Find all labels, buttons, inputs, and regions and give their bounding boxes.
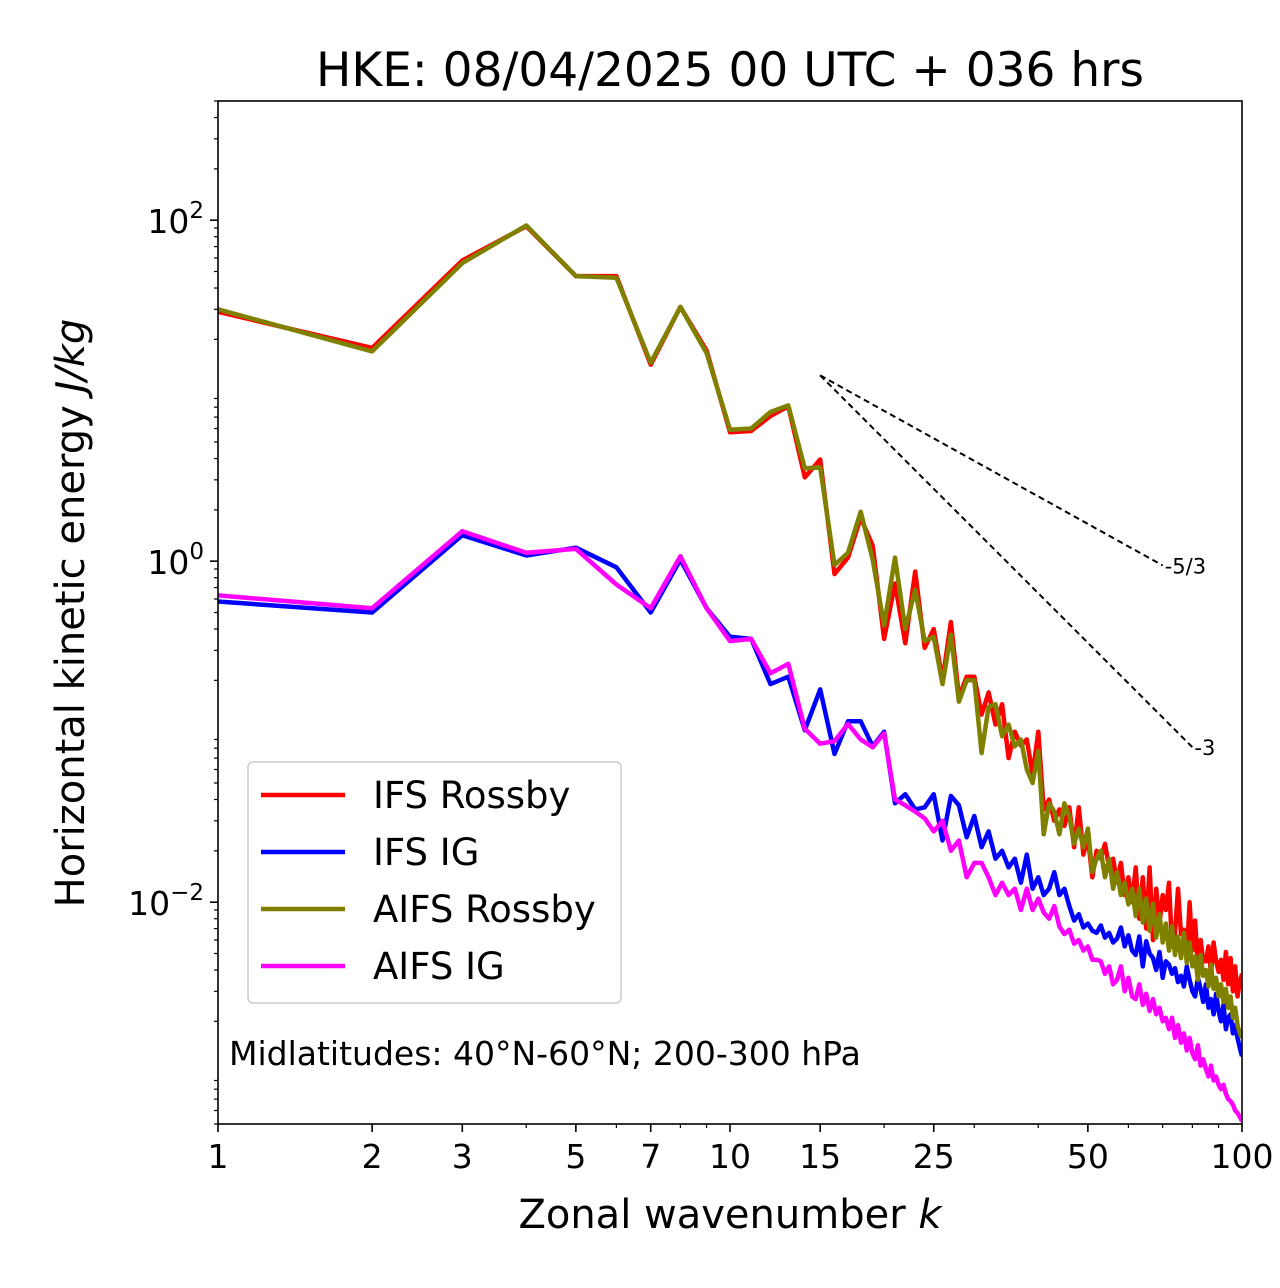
x-tick-label: 10: [709, 1137, 751, 1176]
x-tick-label: 100: [1211, 1137, 1274, 1176]
reference-slope-lines: [819, 374, 1194, 748]
series-line-ifs-ig: [218, 532, 1242, 1057]
reference-line-2: [819, 374, 1194, 748]
reference-label-2: -3: [1194, 736, 1215, 760]
legend: IFS Rossby IFS IG AIFS Rossby AIFS IG: [247, 761, 622, 1004]
x-axis-ticks: 1 2 3 5 7 10 15 25 50 100: [208, 1124, 1274, 1176]
x-tick-label: 25: [913, 1137, 955, 1176]
region-annotation: Midlatitudes: 40°N-60°N; 200-300 hPa: [229, 1034, 861, 1073]
legend-label: AIFS IG: [373, 945, 505, 988]
x-tick-label: 5: [565, 1137, 586, 1176]
legend-box: [247, 761, 622, 1004]
legend-label: IFS IG: [373, 831, 479, 874]
reference-slope-labels: -5/3 -3: [1165, 554, 1216, 760]
chart-title: HKE: 08/04/2025 00 UTC + 036 hrs: [316, 43, 1144, 98]
x-tick-label: 7: [640, 1137, 661, 1176]
reference-line-1: [819, 374, 1164, 567]
legend-label: IFS Rossby: [373, 774, 570, 817]
legend-label: AIFS Rossby: [373, 888, 596, 931]
reference-label-1: -5/3: [1165, 554, 1206, 578]
x-tick-label: 2: [362, 1137, 383, 1176]
x-tick-label: 15: [799, 1137, 841, 1176]
series-line-aifs-rossby: [218, 223, 1242, 1039]
series-line-aifs-ig: [218, 528, 1242, 1123]
x-tick-label: 3: [452, 1137, 473, 1176]
x-tick-label: 50: [1067, 1137, 1109, 1176]
y-tick-label: 10−2: [128, 880, 204, 923]
x-tick-label: 1: [208, 1137, 229, 1176]
y-tick-label: 102: [147, 198, 204, 241]
y-tick-label: 100: [147, 539, 204, 582]
x-axis-label: Zonal wavenumber k: [518, 1192, 943, 1238]
y-axis-label: Horizontal kinetic energy J/kg: [48, 319, 94, 908]
series-layer: [218, 223, 1242, 1123]
y-axis-ticks: 102 100 10−2: [128, 100, 218, 1125]
